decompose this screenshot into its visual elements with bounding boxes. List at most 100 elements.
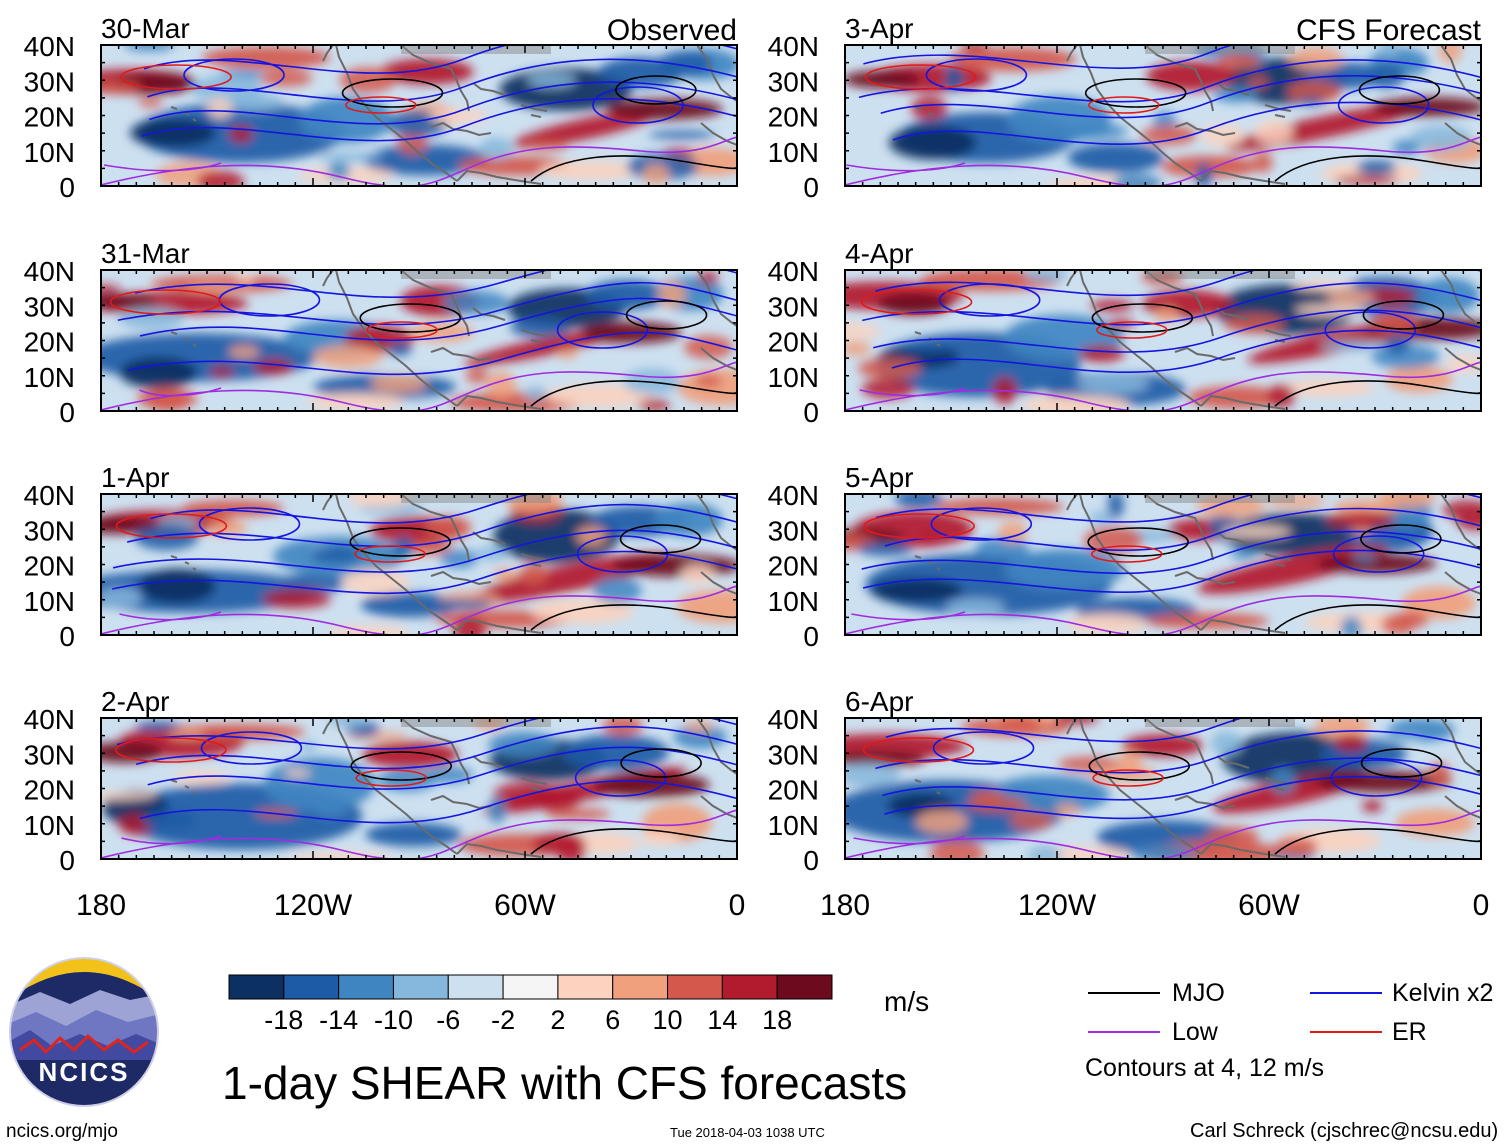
shear-anomaly <box>1230 549 1257 560</box>
kelvin-contour <box>143 45 737 74</box>
shear-anomaly <box>145 387 190 411</box>
panel-date: 30-Mar <box>101 13 190 44</box>
colorbar-swatch <box>447 974 504 1000</box>
units-label: m/s <box>884 986 930 1017</box>
coastline-segment <box>700 571 737 595</box>
panel-date: 1-Apr <box>101 462 169 493</box>
shear-anomaly <box>317 151 383 163</box>
shear-anomaly <box>1325 511 1396 529</box>
shear-anomaly <box>342 568 409 596</box>
filter-contours <box>845 45 1481 186</box>
coastline-segment <box>696 718 737 775</box>
shear-anomaly <box>1067 143 1164 173</box>
shear-anomaly <box>1090 299 1134 312</box>
coastline-segment <box>1444 122 1481 146</box>
shear-anomaly <box>576 525 607 547</box>
shear-anomaly <box>845 341 871 356</box>
mjo-contour <box>620 748 702 778</box>
kelvin-contour <box>932 731 1035 765</box>
shear-anomaly <box>1333 734 1368 752</box>
kelvin-contour <box>200 731 303 765</box>
low-contour <box>101 809 737 859</box>
coastline-segment <box>400 45 470 112</box>
kelvin-contour <box>880 75 1481 119</box>
coastline-segment <box>1079 270 1202 407</box>
shear-anomaly <box>556 836 586 859</box>
coastline-segment <box>400 494 470 561</box>
mjo-contour <box>350 751 453 781</box>
legend-label-low: Low <box>1172 1018 1218 1046</box>
coastline-segment <box>430 121 492 137</box>
lon-ticks <box>844 44 1482 187</box>
kelvin-contour <box>116 718 737 750</box>
shear-anomaly <box>1361 799 1383 813</box>
shear-anomaly <box>915 809 968 834</box>
coastline-segment <box>430 794 492 810</box>
shear-anomaly <box>1253 152 1273 173</box>
shear-anomaly <box>676 590 737 624</box>
logo-temperature-line <box>19 1033 149 1055</box>
lon-label: 0 <box>729 889 746 922</box>
low-contour <box>851 611 966 621</box>
map-panel-30-Mar: 40N 30N 20N 10N 0 30-Mar Observed <box>24 13 738 203</box>
shear-anomaly <box>684 720 714 732</box>
coastline <box>914 718 1481 858</box>
shear-anomaly <box>1289 46 1344 72</box>
lat-label: 40N <box>24 704 75 735</box>
shear-anomaly <box>960 45 989 51</box>
shear-anomaly <box>1333 498 1400 517</box>
shear-anomaly <box>1314 718 1370 741</box>
low-contour <box>121 835 222 845</box>
lat-label: 10N <box>768 586 819 617</box>
kelvin-contour <box>139 780 737 824</box>
shear-anomaly <box>280 572 346 594</box>
lat-label: 10N <box>768 137 819 168</box>
shear-anomaly <box>1334 175 1400 185</box>
er-contour <box>860 289 973 315</box>
shear-anomaly <box>1054 803 1080 817</box>
legend-label-mjo: MJO <box>1172 979 1225 1007</box>
shear-anomaly <box>888 125 977 160</box>
lat-label: 0 <box>59 172 75 203</box>
shear-anomaly <box>1340 616 1363 635</box>
kelvin-contour <box>1332 535 1425 573</box>
shear-anomaly <box>946 598 1005 615</box>
panel-date: 3-Apr <box>845 13 913 44</box>
shear-anomaly <box>425 515 472 540</box>
lat-label: 10N <box>24 586 75 617</box>
coastline-segment <box>472 82 506 96</box>
lat-label: 40N <box>24 31 75 62</box>
website-link[interactable]: ncics.org/mjo <box>6 1121 118 1142</box>
shear-anomaly <box>638 398 670 411</box>
shear-anomaly <box>1054 718 1099 725</box>
coastline-segment <box>1444 347 1481 371</box>
coastline-segment <box>472 531 506 545</box>
shear-anomaly <box>1131 844 1197 859</box>
kelvin-contour <box>1330 759 1423 797</box>
low-contour <box>139 387 222 397</box>
shear-anomaly <box>1395 808 1475 837</box>
colorbar-swatch <box>721 974 778 1000</box>
coastline-segment <box>1174 121 1236 137</box>
er-contour <box>864 64 977 90</box>
shear-anomaly <box>606 98 723 120</box>
shear-anomaly <box>1187 385 1286 409</box>
filter-contours <box>845 494 1481 635</box>
shear-anomaly <box>370 374 428 394</box>
er-contour <box>115 737 227 763</box>
shear-anomaly <box>493 509 620 564</box>
shear-anomaly <box>101 587 142 608</box>
coastline <box>914 270 1481 410</box>
mjo-contour <box>619 524 702 554</box>
kelvin-contour <box>147 58 737 102</box>
kelvin-contour <box>858 59 1481 103</box>
logo-text: NCICS <box>39 1057 130 1087</box>
colorbar-swatch <box>283 974 340 1000</box>
lat-label: 30N <box>24 66 75 97</box>
coastline-segment <box>170 331 197 347</box>
shear-anomaly <box>870 578 963 603</box>
lon-ticks <box>100 493 738 636</box>
shear-anomaly <box>119 356 198 389</box>
shear-anomaly <box>1146 61 1237 91</box>
er-contour <box>354 545 426 563</box>
